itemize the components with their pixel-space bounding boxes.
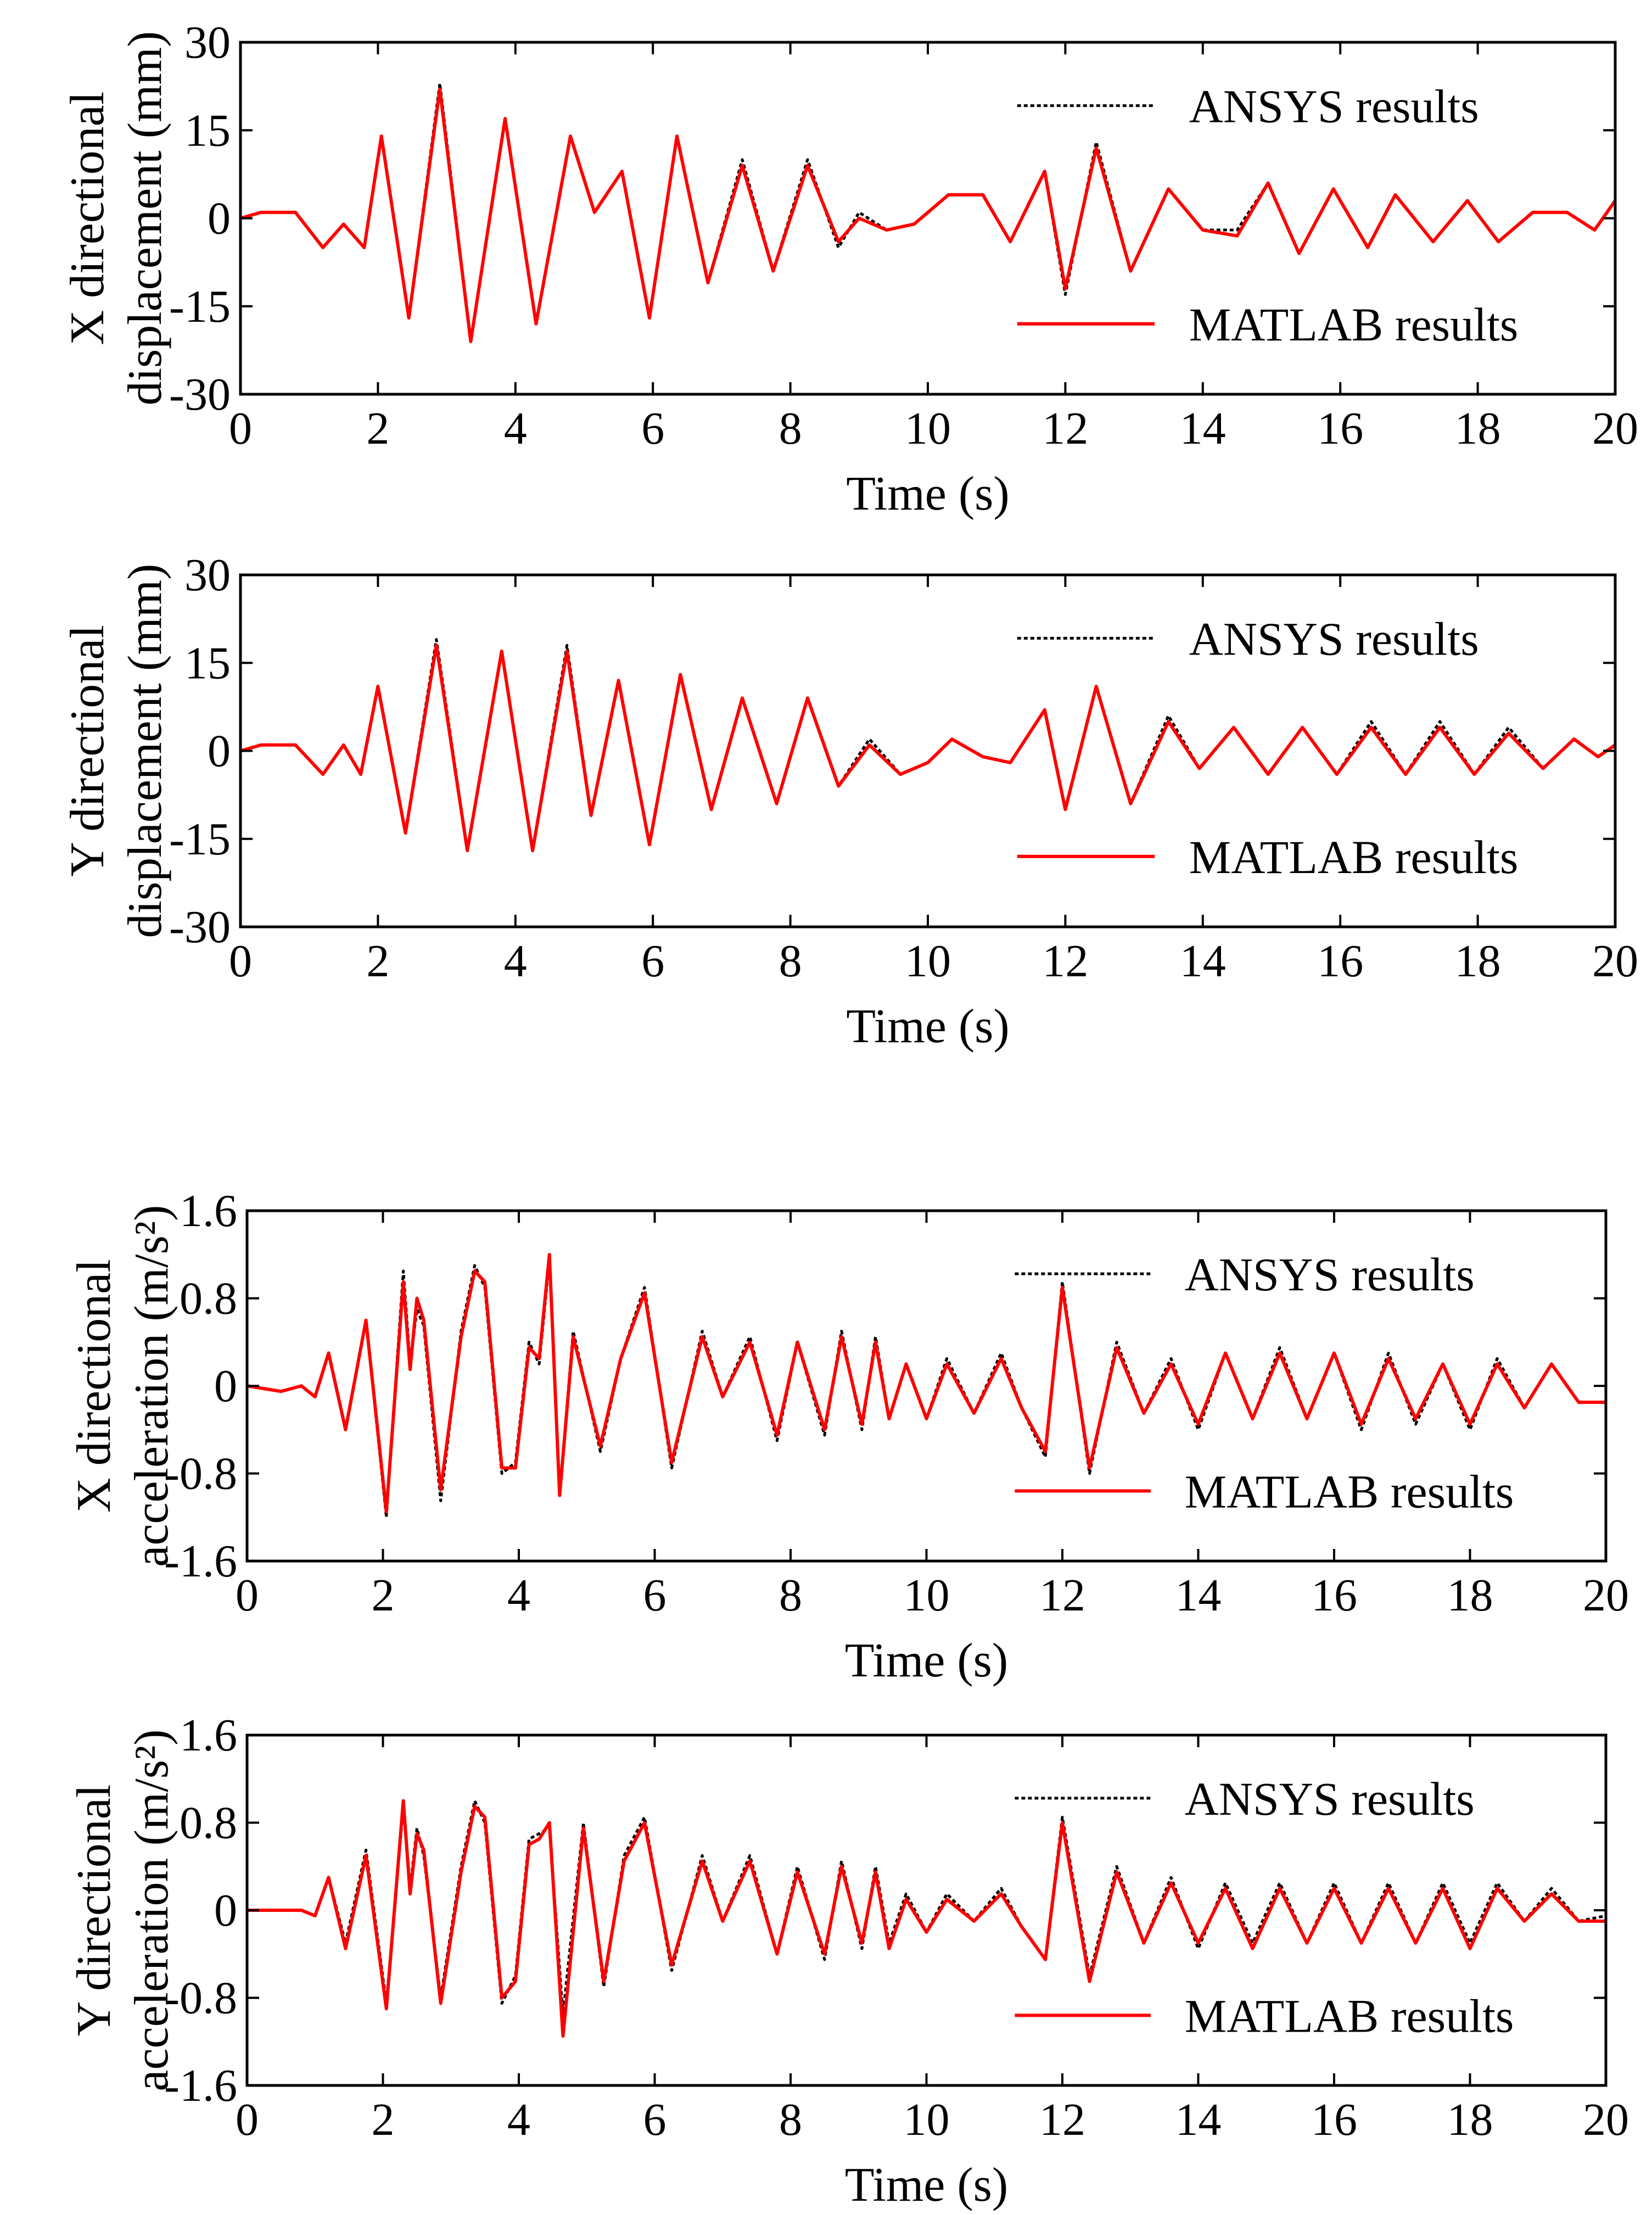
y-tick-label: -1.6 xyxy=(164,1536,237,1587)
legend-matlab-label: MATLAB results xyxy=(1185,1989,1514,2042)
y-tick-label: 0.8 xyxy=(180,1798,237,1849)
x-tick-label: 4 xyxy=(507,2094,530,2145)
x-tick-label: 12 xyxy=(1042,403,1088,454)
chart-panel-4: 0 2 4 6 8 10 12 14 16 18 20 -1.6 -0.8 0 0.8 1.6 Time (s)… xyxy=(68,1710,1629,2212)
matlab-series-line xyxy=(247,1799,1606,2038)
chart-panel-2: 0 2 4 6 8 10 12 14 16 18 20 -30 -15 0 15 30 Time (s) Y di… xyxy=(61,550,1638,1053)
x-tick-label: 14 xyxy=(1175,2094,1222,2145)
x-tick-label: 6 xyxy=(641,936,664,987)
x-axis-label: Time (s) xyxy=(845,1634,1008,1687)
x-tick-label: 12 xyxy=(1042,936,1088,987)
x-tick-label: 8 xyxy=(779,2094,802,2145)
y-axis-label: X directionalacceleration (m/s²) xyxy=(68,1205,178,1567)
matlab-series-line xyxy=(247,1252,1606,1514)
x-tick-label: 8 xyxy=(779,936,802,987)
x-tick-label: 20 xyxy=(1592,936,1638,987)
x-tick-label: 16 xyxy=(1317,403,1363,454)
y-axis-label: Y directionaldisplacement (mm) xyxy=(61,564,172,938)
y-tick-label: 30 xyxy=(184,550,231,601)
x-axis-label: Time (s) xyxy=(845,2158,1008,2212)
x-axis-label: Time (s) xyxy=(846,467,1009,521)
legend-ansys-label: ANSYS results xyxy=(1185,1248,1475,1301)
x-tick-label: 18 xyxy=(1447,2094,1493,2145)
y-tick-label: 1.6 xyxy=(180,1185,237,1237)
x-tick-label: 0 xyxy=(229,936,252,987)
y-tick-label: 30 xyxy=(184,17,231,68)
matlab-series-line xyxy=(240,87,1617,343)
y-tick-label: 0 xyxy=(208,726,231,777)
x-tick-label: 20 xyxy=(1583,2094,1629,2145)
legend-ansys-label: ANSYS results xyxy=(1189,612,1479,665)
ansys-series-line xyxy=(247,1258,1606,1519)
x-tick-label: 2 xyxy=(366,403,389,454)
x-tick-label: 14 xyxy=(1180,936,1226,987)
x-tick-label: 20 xyxy=(1583,1570,1629,1621)
y-tick-label: 0 xyxy=(214,1885,237,1936)
x-tick-label: 16 xyxy=(1311,2094,1357,2145)
x-axis-label: Time (s) xyxy=(846,1000,1009,1053)
y-axis-label: X directionaldisplacement (mm) xyxy=(61,31,172,406)
y-tick-label: 15 xyxy=(184,637,231,689)
ansys-series-line xyxy=(240,638,1616,852)
y-axis-label: Y directionalacceleration (m/s²) xyxy=(68,1729,178,2091)
x-tick-label: 16 xyxy=(1311,1570,1357,1621)
x-tick-label: 10 xyxy=(904,1570,950,1621)
x-tick-label: 4 xyxy=(504,403,527,454)
y-tick-label: -30 xyxy=(169,902,231,953)
y-tick-label: 0.8 xyxy=(180,1273,237,1324)
y-tick-label: -0.8 xyxy=(164,1973,237,2024)
x-tick-label: 12 xyxy=(1039,1570,1085,1621)
y-tick-label: -15 xyxy=(169,814,231,865)
x-tick-label: 2 xyxy=(372,1570,395,1621)
ansys-series-line xyxy=(247,1799,1606,2016)
x-tick-label: 20 xyxy=(1592,403,1638,454)
x-tick-label: 6 xyxy=(641,403,664,454)
x-tick-label: 12 xyxy=(1039,2094,1085,2145)
x-tick-label: 4 xyxy=(507,1570,530,1621)
x-tick-label: 6 xyxy=(643,1570,667,1621)
y-tick-label: 15 xyxy=(184,105,231,156)
x-tick-label: 14 xyxy=(1175,1570,1222,1621)
legend-matlab-label: MATLAB results xyxy=(1185,1465,1514,1518)
legend-matlab-label: MATLAB results xyxy=(1189,831,1519,883)
y-tick-label: -30 xyxy=(169,369,231,420)
x-tick-label: 10 xyxy=(905,403,951,454)
chart-panel-3: 0 2 4 6 8 10 12 14 16 18 20 -1.6 -0.8 0 0.8 1.6 Time (s)… xyxy=(68,1185,1629,1687)
x-tick-label: 14 xyxy=(1180,403,1226,454)
x-tick-label: 0 xyxy=(236,2094,259,2145)
y-tick-label: 1.6 xyxy=(180,1710,237,1761)
x-tick-label: 2 xyxy=(366,936,389,987)
x-tick-label: 4 xyxy=(504,936,527,987)
x-tick-label: 6 xyxy=(643,2094,667,2145)
x-tick-label: 16 xyxy=(1317,936,1363,987)
x-tick-label: 0 xyxy=(229,403,252,454)
chart-panel-1: 0 2 4 6 8 10 12 14 16 18 20 -30 -15 0 15 30 Time (s) X di… xyxy=(61,17,1638,521)
x-tick-label: 18 xyxy=(1447,1570,1493,1621)
y-tick-label: -1.6 xyxy=(164,2060,237,2111)
y-tick-label: -15 xyxy=(169,281,231,332)
matlab-series-line xyxy=(240,644,1616,853)
x-tick-label: 18 xyxy=(1455,403,1501,454)
x-tick-label: 10 xyxy=(905,936,951,987)
legend-matlab-label: MATLAB results xyxy=(1189,298,1519,351)
y-tick-label: -0.8 xyxy=(164,1448,237,1500)
x-tick-label: 2 xyxy=(372,2094,395,2145)
x-tick-label: 18 xyxy=(1455,936,1501,987)
x-tick-label: 10 xyxy=(904,2094,950,2145)
legend-ansys-label: ANSYS results xyxy=(1185,1772,1475,1825)
x-tick-label: 0 xyxy=(236,1570,259,1621)
x-tick-label: 8 xyxy=(779,403,802,454)
legend-ansys-label: ANSYS results xyxy=(1189,80,1479,132)
x-tick-label: 8 xyxy=(779,1570,802,1621)
y-tick-label: 0 xyxy=(208,193,231,244)
y-tick-label: 0 xyxy=(214,1361,237,1412)
